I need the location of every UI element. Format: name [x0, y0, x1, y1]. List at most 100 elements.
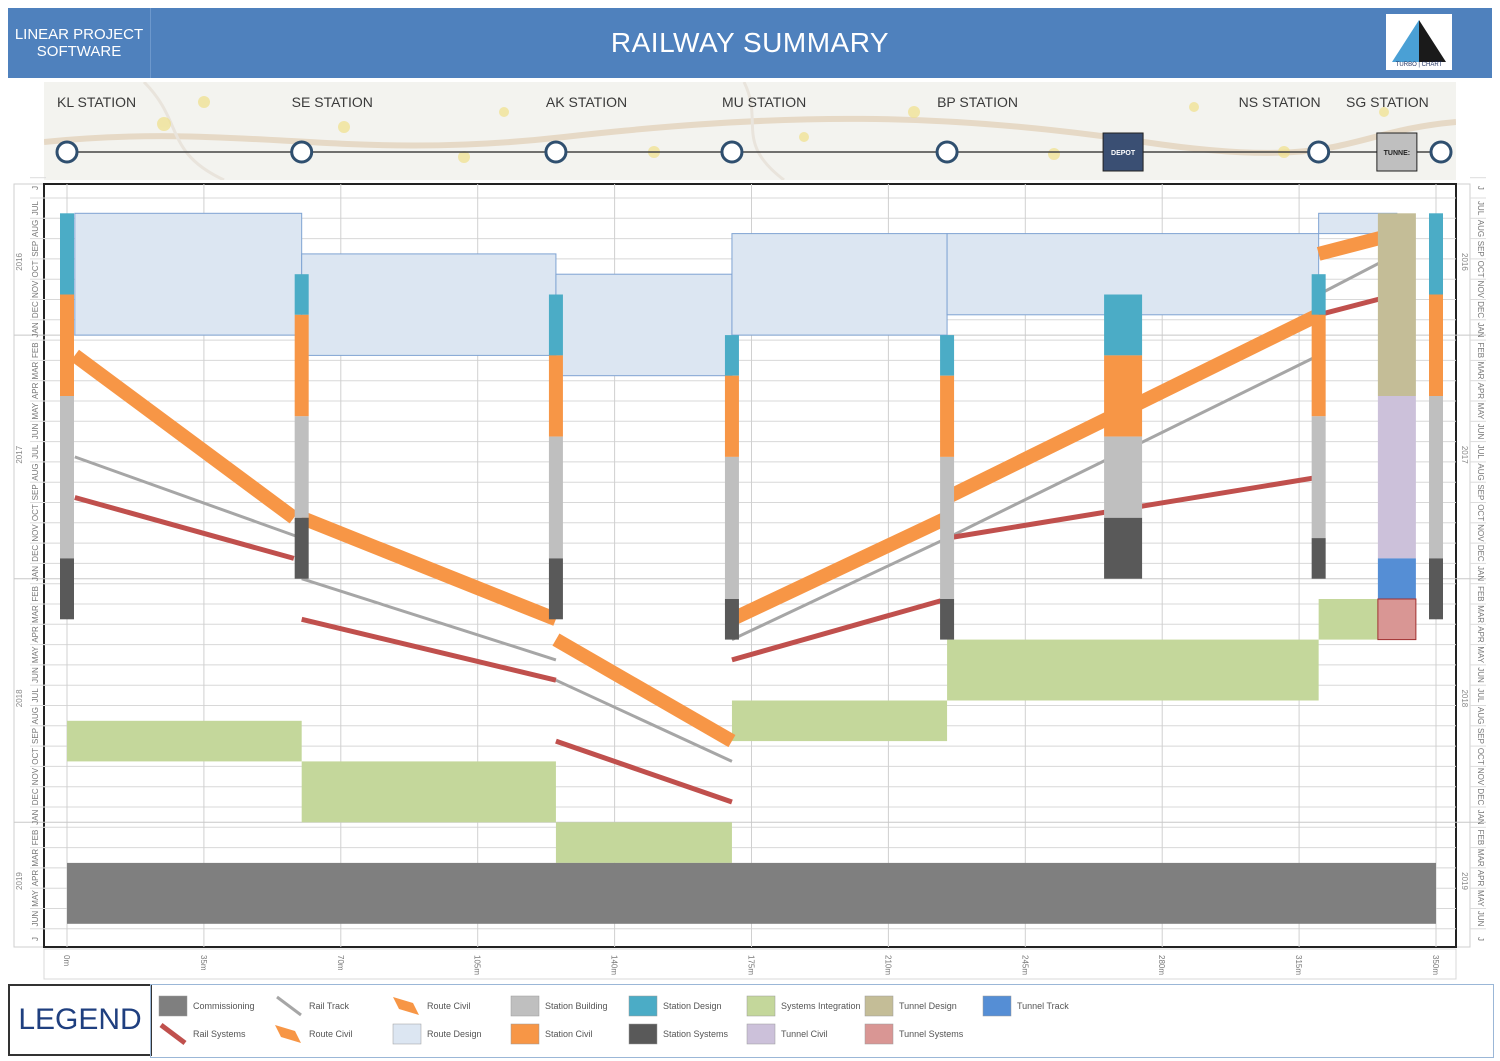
rail-track-line	[731, 536, 948, 641]
legend-panel: Commissioning Rail Track Route Civil Statio…	[150, 984, 1494, 1058]
legend-item-label: Route Civil	[309, 1029, 353, 1039]
station-bar-systems	[294, 517, 309, 579]
month-label: SEP	[31, 728, 40, 744]
station-label: NS STATION	[1238, 94, 1321, 110]
station-bar-civil	[940, 375, 955, 457]
month-label: J	[1476, 937, 1485, 941]
month-label: AUG	[31, 707, 40, 724]
x-tick-label: 350m	[1431, 955, 1440, 975]
legend-swatch	[392, 1023, 422, 1045]
month-label: DEC	[1476, 301, 1485, 318]
depot-bar-civil	[1104, 355, 1143, 437]
header-bar: LINEAR PROJECT SOFTWARE RAILWAY SUMMARY …	[8, 8, 1492, 78]
legend-item-label: Tunnel Civil	[781, 1029, 828, 1039]
month-label: APR	[1476, 626, 1485, 643]
month-label: DEC	[1476, 788, 1485, 805]
month-label: JAN	[31, 566, 40, 581]
x-tick-label: 280m	[1157, 955, 1166, 975]
station-label: MU STATION	[721, 94, 807, 110]
systems-integration-block	[731, 700, 948, 742]
page-title: RAILWAY SUMMARY	[610, 27, 890, 58]
systems-integration-block	[555, 822, 732, 863]
legend-item-label: Commissioning	[193, 1001, 255, 1011]
station-label: SE STATION	[291, 94, 373, 110]
month-label: APR	[1476, 383, 1485, 400]
station-bar-design	[60, 213, 74, 295]
year-label: 2018	[1460, 689, 1469, 707]
year-label: 2017	[15, 445, 24, 463]
legend-swatch-box	[982, 995, 1012, 1017]
month-label: MAR	[31, 361, 40, 379]
month-label: JUN	[1476, 911, 1485, 927]
month-label: J	[31, 937, 40, 941]
legend-item-label: Station Design	[663, 1001, 722, 1011]
station-label: BP STATION	[937, 94, 1018, 110]
month-label: FEB	[31, 586, 40, 602]
legend-swatch-box	[628, 995, 658, 1017]
legend-item-label: Tunnel Systems	[899, 1029, 964, 1039]
month-label: FEB	[31, 830, 40, 846]
tunnel-marker-label: TUNNE:	[1384, 150, 1410, 157]
month-label: OCT	[1476, 504, 1485, 521]
x-tick-label: 0m	[62, 955, 71, 966]
month-label: DEC	[31, 301, 40, 318]
legend-swatch-box	[864, 1023, 894, 1045]
legend-swatch-box	[392, 1023, 422, 1045]
legend-swatch-box	[628, 1023, 658, 1045]
route-map-strip: DEPOT TUNNE: KL STATION SE STATION AK STATI…	[44, 82, 1456, 180]
rail-track-line	[301, 577, 557, 662]
station-bar-design	[940, 335, 955, 376]
station-bar-civil	[1429, 294, 1443, 396]
station-bar-civil	[724, 375, 739, 457]
month-label: JAN	[1476, 566, 1485, 581]
year-label: 2019	[15, 872, 24, 890]
station-bar-design	[1429, 213, 1443, 295]
month-label: OCT	[31, 504, 40, 521]
brand-label: LINEAR PROJECT SOFTWARE	[8, 8, 151, 78]
month-label: AUG	[1476, 707, 1485, 724]
legend-swatch-box	[510, 995, 540, 1017]
station-bar-building	[60, 396, 74, 559]
depot-marker: DEPOT	[1102, 132, 1144, 172]
depot-bar-building	[1104, 436, 1143, 518]
month-label: FEB	[1476, 342, 1485, 358]
tunnel-bar-civil	[1377, 396, 1416, 559]
month-label: OCT	[1476, 748, 1485, 765]
month-label: JUN	[1476, 667, 1485, 683]
month-label: NOV	[31, 524, 40, 542]
month-label: SEP	[1476, 484, 1485, 500]
route-design-block	[301, 253, 557, 356]
legend-swatch-line	[159, 1023, 187, 1045]
station-line: DEPOT TUNNE:	[55, 132, 1453, 172]
month-label: NOV	[1476, 768, 1485, 786]
station-marker	[290, 140, 314, 164]
station-marker	[720, 140, 744, 164]
x-tick-label: 35m	[199, 955, 208, 971]
month-label: MAR	[1476, 849, 1485, 867]
month-label: NOV	[1476, 524, 1485, 542]
legend-item-label: Station Civil	[545, 1029, 593, 1039]
legend-item-label: Route Civil	[427, 1001, 471, 1011]
month-label: MAY	[1476, 403, 1485, 420]
month-label: JUL	[1476, 201, 1485, 216]
legend-swatch	[158, 995, 188, 1017]
legend-swatch-box	[864, 995, 894, 1017]
year-label: 2016	[1460, 253, 1469, 271]
legend-swatch-slant	[393, 997, 419, 1015]
legend-title: LEGEND	[8, 984, 152, 1056]
route-civil-line	[70, 349, 299, 524]
x-tick-label: 105m	[473, 955, 482, 975]
month-label: SEP	[31, 484, 40, 500]
month-label: SEP	[31, 241, 40, 257]
month-label: JAN	[1476, 322, 1485, 337]
route-civil-line	[299, 511, 559, 626]
month-label: JAN	[31, 322, 40, 337]
station-bar-systems	[1311, 538, 1326, 579]
month-label: JUL	[1476, 445, 1485, 460]
legend-item-label: Systems Integration	[781, 1001, 861, 1011]
route-design-block	[555, 273, 733, 377]
legend-swatch-box	[510, 1023, 540, 1045]
tunnel-bar-design	[1377, 213, 1416, 396]
route-design-block	[731, 233, 948, 336]
